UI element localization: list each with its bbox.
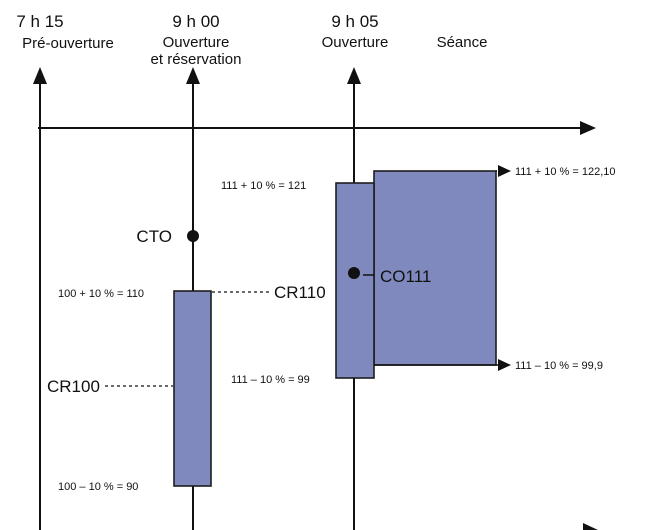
cr110-lower-limit: 111 – 10 % = 99 <box>231 374 310 386</box>
header-time-0: 7 h 15 <box>16 12 63 31</box>
cr110-upper-limit: 111 + 10 % = 121 <box>221 180 306 192</box>
co111-box <box>373 170 497 366</box>
co111-upper-limit: 111 + 10 % = 122,10 <box>515 166 616 178</box>
header-label-1: Ouverture <box>163 34 230 51</box>
header-time-1: 9 h 00 <box>172 12 219 31</box>
header-pre-opening: 7 h 15 Pré-ouverture <box>16 12 113 52</box>
header-session: Séance <box>437 34 488 51</box>
cr110-label: CR110 <box>274 283 326 302</box>
header-label-3: Séance <box>437 34 488 51</box>
arrowhead-up-1 <box>186 67 200 84</box>
arrowhead-right-bottom <box>583 523 598 530</box>
cr100-lower-limit: 100 – 10 % = 90 <box>58 481 138 493</box>
header-time-2: 9 h 05 <box>331 12 378 31</box>
header-label-0: Pré-ouverture <box>22 35 114 52</box>
header-label-2: Ouverture <box>322 34 389 51</box>
co111-upper-arrowhead <box>498 165 511 177</box>
cr100-label: CR100 <box>47 377 100 396</box>
co111-dot <box>348 267 360 279</box>
arrowhead-right-axis <box>580 121 596 135</box>
cto-dot <box>187 230 199 242</box>
cto-label: CTO <box>136 227 172 246</box>
co111-lower-limit: 111 – 10 % = 99,9 <box>515 360 603 372</box>
header-label-1b: et réservation <box>151 51 242 68</box>
cr100-bar <box>173 290 212 487</box>
header-opening: 9 h 05 Ouverture <box>322 12 389 51</box>
co111-lower-arrowhead <box>498 359 511 371</box>
co111-label: CO111 <box>380 267 431 286</box>
arrowhead-up-0 <box>33 67 47 84</box>
arrowhead-up-2 <box>347 67 361 84</box>
cr100-upper-limit: 100 + 10 % = 110 <box>58 288 144 300</box>
cr110-bar <box>335 182 375 379</box>
header-opening-reservation: 9 h 00 Ouverture et réservation <box>151 12 242 68</box>
